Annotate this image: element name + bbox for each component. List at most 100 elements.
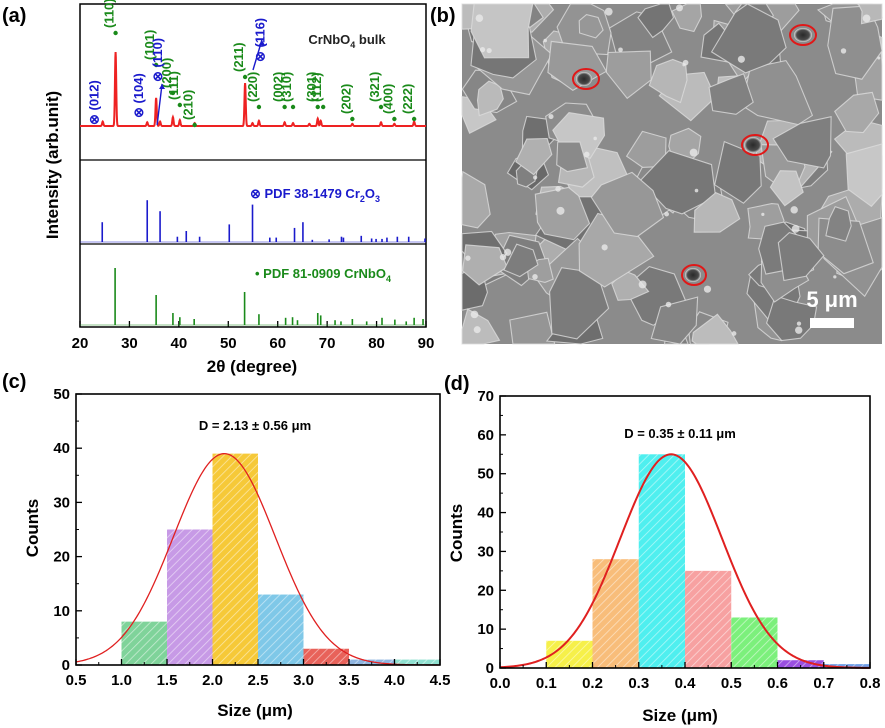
- sem-particle: [470, 310, 479, 319]
- hist-c-x-tick-label: 2.5: [248, 672, 269, 689]
- crnbo4-peak-marker: [282, 104, 287, 110]
- xrd-y-axis-label: Intensity (arb.unit): [43, 91, 62, 239]
- sem-grain: [650, 296, 699, 345]
- histogram-c: Counts Size (μm) D = 2.13 ± 0.56 μm 0.5 1…: [23, 386, 450, 720]
- crnbo4-hkl-label: (220): [245, 72, 260, 102]
- hist-c-bar-hatch: [258, 594, 304, 665]
- sem-grain: [769, 170, 804, 207]
- hist-d-y-tick-label: 20: [477, 582, 494, 599]
- hist-d-x-axis-label: Size (μm): [642, 706, 718, 725]
- hist-c-title: D = 2.13 ± 0.56 μm: [199, 418, 311, 433]
- hist-c-bar-hatch: [167, 529, 213, 665]
- sem-particle: [689, 148, 698, 157]
- hist-c-x-tick-label: 0.5: [66, 672, 87, 689]
- crnbo4-hkl-label: (002): [271, 72, 286, 102]
- sem-particle: [694, 188, 699, 193]
- x-tick-label: 70: [319, 335, 336, 352]
- hist-d-x-tick-label: 0.6: [767, 675, 788, 692]
- sem-grain: [509, 311, 556, 345]
- crnbo4-hkl-label: (200): [159, 58, 174, 88]
- pore-highlight-circle: [789, 24, 817, 46]
- sem-particle: [638, 280, 647, 289]
- crnbo4-peak-marker: [378, 104, 384, 110]
- crnbo4-peak-marker: [350, 116, 355, 122]
- pore-highlight-circle: [572, 68, 600, 90]
- sem-particle: [583, 151, 590, 158]
- x-tick-label: 90: [418, 335, 435, 352]
- hist-c-y-tick-label: 0: [62, 657, 70, 674]
- sem-grains: [461, 3, 883, 345]
- cr2o3-hkl-label: ⊗ (110): [150, 38, 165, 82]
- hist-d-bar-hatch: [731, 617, 778, 668]
- cr2o3-legend: ⊗ PDF 38-1479 Cr2O3: [250, 186, 380, 204]
- sem-particle: [862, 14, 871, 23]
- sem-grain: [515, 137, 553, 176]
- xrd-panel: 20 30 40 50 60 70 80 90 (110)(101)(200)(111)(21…: [43, 0, 434, 376]
- sem-grain: [772, 116, 832, 169]
- sem-particle: [556, 206, 565, 215]
- sem-particle: [593, 136, 597, 141]
- hist-d-y-tick-label: 40: [477, 505, 494, 522]
- hist-c-x-tick-label: 3.0: [293, 672, 314, 689]
- sem-particle: [533, 175, 538, 180]
- crnbo4-peak-marker: [242, 74, 248, 80]
- sem-particle: [682, 63, 686, 67]
- xrd-crnbo4-reference: [80, 268, 426, 326]
- crnbo4-hkl-label: (210): [181, 90, 196, 120]
- sem-grain: [605, 50, 652, 100]
- hist-c-y-tick-label: 40: [53, 440, 70, 457]
- hist-c-bar-hatch: [212, 453, 258, 665]
- hist-c-x-tick-label: 3.5: [339, 672, 360, 689]
- histogram-d: Counts Size (μm) D = 0.35 ± 0.11 μm 0.0 0…: [447, 388, 880, 725]
- hist-d-x-tick-label: 0.7: [813, 675, 834, 692]
- hist-c-y-tick-label: 50: [53, 386, 70, 403]
- sem-grain: [556, 141, 589, 173]
- sem-grain: [825, 206, 852, 242]
- hist-d-y-tick-label: 10: [477, 621, 494, 638]
- xrd-sample-line: [80, 51, 426, 127]
- hist-c-y-axis-label: Counts: [23, 499, 42, 558]
- sem-particle: [795, 326, 803, 334]
- hist-d-y-tick-label: 0: [486, 660, 494, 677]
- sem-particle: [543, 38, 548, 43]
- sem-grain: [691, 313, 739, 345]
- sem-particle: [833, 275, 837, 279]
- pore: [744, 137, 762, 153]
- sem-grain: [777, 231, 825, 282]
- hist-d-bar-hatch: [546, 640, 593, 668]
- crnbo4-peak-marker: [192, 122, 197, 128]
- sem-particle: [731, 331, 737, 336]
- sem-particle: [473, 326, 481, 334]
- panel-b-label: (b): [430, 5, 456, 27]
- scale-bar: [810, 318, 854, 328]
- hist-d-bar-hatch: [592, 559, 639, 668]
- crnbo4-peak-marker: [256, 104, 262, 110]
- x-tick-label: 30: [121, 335, 138, 352]
- hist-d-x-tick-label: 0.2: [582, 675, 603, 692]
- xrd-peak-annotations: (110) (101)(200)(111)(210) (211)(220) (002)…: [87, 0, 417, 128]
- xrd-frame: [79, 3, 427, 328]
- hist-d-x-tick-label: 0.8: [860, 675, 881, 692]
- sem-grain: [708, 73, 754, 115]
- sem-particle: [664, 211, 669, 217]
- sem-particle: [555, 186, 561, 192]
- sem-particle: [475, 14, 484, 22]
- sem-particle: [790, 206, 798, 214]
- sem-particle: [877, 56, 881, 60]
- cr2o3-arrowhead: [258, 40, 265, 45]
- hist-d-title: D = 0.35 ± 0.11 μm: [624, 426, 736, 441]
- hist-d-bar-hatch: [777, 660, 824, 668]
- hist-d-x-tick-label: 0.0: [490, 675, 511, 692]
- x-tick-label: 80: [368, 335, 385, 352]
- sem-particle: [548, 114, 554, 120]
- hist-c-fit-curve: [75, 452, 440, 666]
- sem-grain: [611, 270, 650, 301]
- crnbo4-hkl-label: (310): [279, 72, 294, 102]
- pore: [794, 28, 812, 42]
- pore-highlight-circle: [681, 264, 707, 286]
- crnbo4-hkl-label: (321): [367, 72, 382, 102]
- sem-particle: [796, 321, 802, 326]
- sem-particle: [532, 274, 538, 280]
- cr2o3-hkl-label: ⊗ (012): [87, 80, 102, 125]
- sem-grain: [461, 170, 491, 229]
